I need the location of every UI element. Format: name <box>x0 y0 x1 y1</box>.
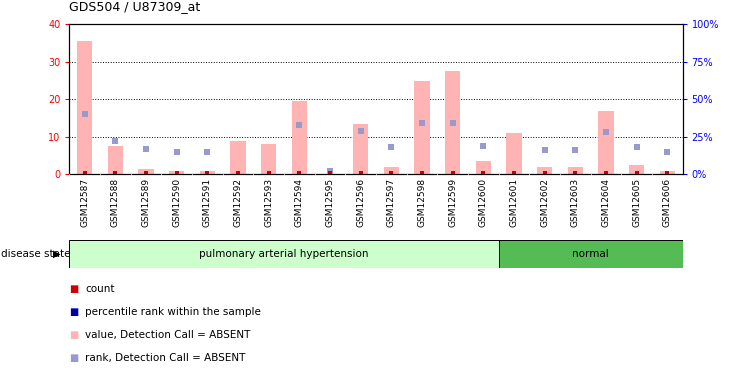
Bar <box>568 167 583 174</box>
Bar <box>660 171 675 174</box>
Bar <box>629 165 645 174</box>
Text: GSM12599: GSM12599 <box>448 178 457 227</box>
Bar <box>537 167 553 174</box>
Text: GSM12602: GSM12602 <box>540 178 549 226</box>
Text: normal: normal <box>572 249 609 259</box>
Text: rank, Detection Call = ABSENT: rank, Detection Call = ABSENT <box>85 354 246 363</box>
Text: GDS504 / U87309_at: GDS504 / U87309_at <box>69 0 201 13</box>
Bar <box>499 240 683 268</box>
Bar <box>507 133 521 174</box>
Text: pulmonary arterial hypertension: pulmonary arterial hypertension <box>199 249 369 259</box>
Text: GSM12592: GSM12592 <box>234 178 242 226</box>
Text: GSM12588: GSM12588 <box>111 178 120 227</box>
Text: ■: ■ <box>69 284 79 294</box>
Bar <box>353 124 369 174</box>
Text: GSM12595: GSM12595 <box>326 178 334 227</box>
Bar <box>169 171 184 174</box>
Bar <box>231 141 245 174</box>
Text: GSM12589: GSM12589 <box>142 178 150 227</box>
Text: GSM12598: GSM12598 <box>418 178 426 227</box>
Bar <box>69 240 499 268</box>
Bar <box>261 144 276 174</box>
Text: value, Detection Call = ABSENT: value, Detection Call = ABSENT <box>85 330 251 340</box>
Text: GSM12603: GSM12603 <box>571 178 580 227</box>
Text: GSM12591: GSM12591 <box>203 178 212 227</box>
Bar <box>77 41 92 174</box>
Text: GSM12605: GSM12605 <box>632 178 641 227</box>
Text: ▶: ▶ <box>53 249 61 259</box>
Text: GSM12600: GSM12600 <box>479 178 488 227</box>
Text: ■: ■ <box>69 330 79 340</box>
Bar <box>384 167 399 174</box>
Bar <box>476 161 491 174</box>
Text: percentile rank within the sample: percentile rank within the sample <box>85 307 261 317</box>
Text: GSM12596: GSM12596 <box>356 178 365 227</box>
Text: GSM12606: GSM12606 <box>663 178 672 227</box>
Text: ■: ■ <box>69 354 79 363</box>
Bar <box>445 71 461 174</box>
Bar <box>599 111 614 174</box>
Bar <box>291 101 307 174</box>
Bar <box>415 81 429 174</box>
Text: GSM12604: GSM12604 <box>602 178 610 226</box>
Bar <box>200 171 215 174</box>
Bar <box>108 146 123 174</box>
Text: GSM12594: GSM12594 <box>295 178 304 226</box>
Text: GSM12593: GSM12593 <box>264 178 273 227</box>
Text: disease state: disease state <box>1 249 70 259</box>
Text: count: count <box>85 284 115 294</box>
Text: ■: ■ <box>69 307 79 317</box>
Text: GSM12587: GSM12587 <box>80 178 89 227</box>
Text: GSM12601: GSM12601 <box>510 178 518 227</box>
Bar <box>139 169 154 174</box>
Text: GSM12597: GSM12597 <box>387 178 396 227</box>
Text: GSM12590: GSM12590 <box>172 178 181 227</box>
